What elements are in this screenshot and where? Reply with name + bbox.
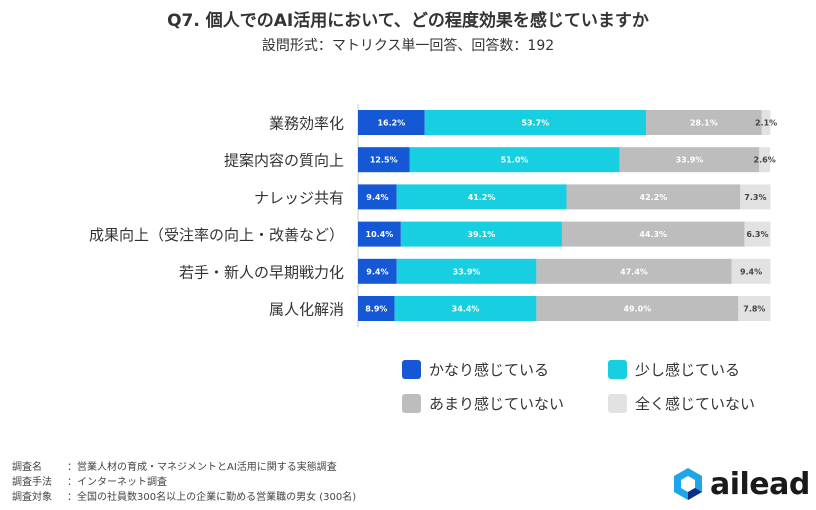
- bar-strong: [358, 221, 401, 247]
- data-label-not-much: 28.1%: [690, 119, 718, 128]
- bar-somewhat: [424, 110, 646, 135]
- legend-label-not-much: あまり感じていない: [429, 394, 565, 413]
- legend-swatch-not-at-all: [608, 393, 627, 413]
- legend-label-not-at-all: 全く感じていない: [635, 394, 756, 413]
- bar-not-at-all: [744, 221, 771, 247]
- category-label: 提案内容の質向上: [224, 152, 344, 170]
- data-label-not-at-all: 7.3%: [744, 193, 766, 202]
- data-label-somewhat: 39.1%: [468, 230, 496, 239]
- data-label-strong: 8.9%: [365, 305, 387, 314]
- survey-footnotes: 調査名 ：営業人材の育成・マネジメントとAI活用に関する実態調査 調査手法 ：イ…: [12, 460, 356, 505]
- data-label-not-at-all: 7.8%: [743, 305, 765, 314]
- footnote-label: 調査対象: [12, 492, 52, 503]
- legend-item-not-much: あまり感じていない: [402, 392, 564, 414]
- legend-item-not-at-all: 全く感じていない: [608, 392, 755, 414]
- data-label-not-at-all: 9.4%: [740, 267, 762, 276]
- data-label-not-much: 33.9%: [676, 156, 704, 165]
- data-label-somewhat: 41.2%: [468, 193, 496, 202]
- footnote-text: ：インターネット調査: [67, 477, 167, 488]
- bar-not-at-all: [738, 296, 771, 321]
- data-label-strong: 16.2%: [377, 119, 405, 128]
- legend-swatch-not-much: [402, 393, 421, 413]
- footnote-survey-target: 調査対象 ：全国の社員数300名以上の企業に勤める営業職の男女 (300名): [12, 490, 356, 505]
- category-label: 若手・新人の早期戦力化: [179, 263, 344, 281]
- category-label: 属人化解消: [269, 301, 344, 319]
- ailead-logo-text: ailead: [710, 466, 810, 502]
- ailead-logo-icon: [674, 468, 702, 500]
- bar-not-at-all: [761, 110, 771, 135]
- bar-not-much: [645, 110, 762, 135]
- chart-title: Q7. 個人でのAI活用において、どの程度効果を感じていますか: [167, 11, 649, 31]
- data-label-somewhat: 34.4%: [452, 305, 480, 314]
- footnote-label: 調査名: [12, 462, 42, 473]
- bar-strong: [358, 184, 397, 210]
- bar-strong: [358, 258, 397, 284]
- bar-somewhat: [400, 221, 562, 247]
- bar-somewhat: [396, 184, 567, 210]
- data-label-not-at-all: 2.6%: [754, 156, 776, 165]
- bar-not-much: [561, 221, 745, 247]
- footnote-text: ：全国の社員数300名以上の企業に勤める営業職の男女 (300名): [67, 492, 357, 503]
- legend-item-somewhat: 少し感じている: [608, 358, 740, 380]
- category-label: 成果向上（受注率の向上・改善など）: [89, 226, 344, 244]
- bar-somewhat: [394, 296, 537, 321]
- legend-label-strong: かなり感じている: [429, 360, 550, 379]
- footnote-survey-name: 調査名 ：営業人材の育成・マネジメントとAI活用に関する実態調査: [12, 460, 356, 475]
- bar-not-at-all: [731, 258, 771, 284]
- footnote-label: 調査手法: [12, 477, 52, 488]
- bar-somewhat: [409, 147, 620, 173]
- bar-not-much: [536, 258, 732, 284]
- bar-not-much: [566, 184, 741, 210]
- ailead-logo: ailead: [672, 466, 812, 502]
- bar-strong: [358, 296, 395, 321]
- data-label-strong: 10.4%: [366, 230, 394, 239]
- data-label-somewhat: 33.9%: [453, 267, 481, 276]
- bar-strong: [358, 147, 410, 173]
- chart-subtitle: 設問形式：マトリクス単一回答、回答数：192: [261, 38, 555, 54]
- data-label-strong: 9.4%: [366, 193, 388, 202]
- data-label-not-at-all: 6.3%: [746, 230, 768, 239]
- footnote-survey-method: 調査手法 ：インターネット調査: [12, 475, 356, 490]
- data-label-not-much: 44.3%: [639, 230, 667, 239]
- legend: かなり感じている 少し感じている あまり感じていない 全く感じていない: [402, 358, 802, 420]
- data-label-somewhat: 51.0%: [501, 156, 529, 165]
- category-label: 業務効率化: [269, 115, 344, 133]
- data-label-somewhat: 53.7%: [521, 119, 549, 128]
- footnote-text: ：営業人材の育成・マネジメントとAI活用に関する実態調査: [67, 462, 337, 473]
- bar-not-much: [619, 147, 760, 173]
- bar-strong: [358, 110, 425, 135]
- data-label-not-much: 47.4%: [620, 267, 648, 276]
- category-label: ナレッジ共有: [254, 189, 344, 207]
- legend-swatch-strong: [402, 359, 421, 379]
- legend-label-somewhat: 少し感じている: [635, 360, 741, 379]
- data-label-not-at-all: 2.1%: [755, 119, 777, 128]
- data-label-not-much: 49.0%: [623, 305, 651, 314]
- legend-item-strong: かなり感じている: [402, 358, 549, 380]
- bar-somewhat: [396, 258, 537, 284]
- bar-not-much: [536, 296, 739, 321]
- data-label-strong: 9.4%: [366, 267, 388, 276]
- legend-swatch-somewhat: [608, 359, 627, 379]
- data-label-strong: 12.5%: [370, 156, 398, 165]
- bar-not-at-all: [759, 147, 770, 173]
- bar-not-at-all: [740, 184, 771, 210]
- data-label-not-much: 42.2%: [640, 193, 668, 202]
